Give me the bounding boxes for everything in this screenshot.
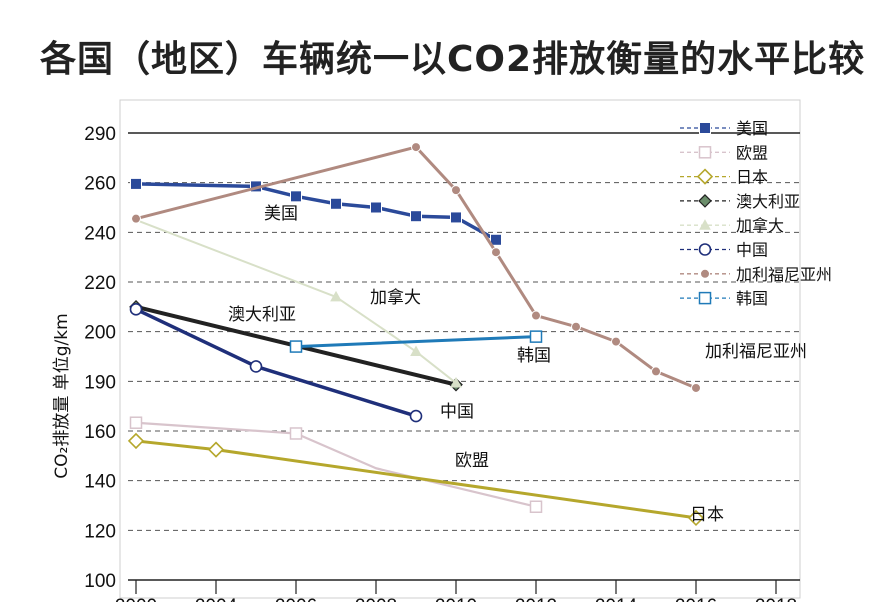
legend-swatch-marker (699, 219, 711, 230)
data-point (411, 142, 421, 153)
data-point (131, 213, 141, 224)
legend-item: 加利福尼亚州 (680, 265, 832, 284)
series-7 (289, 330, 543, 353)
x-tick-label: 2012 (515, 596, 557, 602)
legend-label: 韩国 (736, 289, 768, 308)
series-label: 韩国 (517, 346, 551, 366)
series-label: 中国 (440, 402, 474, 422)
data-point (451, 185, 461, 196)
series-line (134, 421, 538, 508)
data-point (691, 382, 701, 393)
data-point (450, 211, 462, 224)
data-point (450, 376, 462, 388)
series-line (134, 182, 498, 242)
x-tick-label: 2000 (115, 596, 157, 602)
series-4 (135, 218, 462, 388)
legend-item: 中国 (680, 241, 768, 260)
legend-item: 韩国 (680, 289, 768, 308)
series-label: 加利福尼亚州 (705, 342, 807, 362)
y-tick-label: 200 (84, 323, 116, 344)
data-point (611, 336, 621, 347)
data-point (409, 409, 423, 423)
legend-label: 美国 (736, 119, 768, 138)
series-2 (127, 432, 705, 527)
y-tick-label: 220 (84, 273, 116, 294)
legend-swatch-marker (698, 243, 712, 256)
legend-item: 日本 (680, 168, 768, 187)
x-tick-label: 2004 (195, 596, 238, 602)
legend-item: 欧盟 (680, 143, 768, 162)
legend-label: 加拿大 (736, 216, 784, 235)
legend-item: 澳大利亚 (680, 192, 800, 211)
series-0 (130, 177, 502, 246)
data-point (490, 233, 502, 246)
legend-label: 加利福尼亚州 (736, 265, 832, 284)
legend-label: 日本 (736, 168, 768, 187)
legend-label: 澳大利亚 (736, 192, 800, 211)
data-point (410, 210, 422, 223)
chart-title: 各国（地区）车辆统一以CO2排放衡量的水平比较 (40, 39, 866, 80)
series-label: 欧盟 (455, 451, 489, 471)
data-point (491, 247, 501, 258)
data-point (529, 330, 543, 343)
series-label: 澳大利亚 (228, 305, 296, 325)
y-tick-label: 160 (84, 422, 116, 443)
series-line (135, 218, 457, 384)
axes: 100 120 140 160 190 200 220 240 260 290 2000 2004 20… (84, 124, 797, 602)
x-tick-label: 2006 (275, 596, 317, 602)
data-point (529, 500, 543, 513)
y-tick-label: 140 (84, 472, 116, 493)
legend-label: 中国 (736, 241, 768, 260)
series-layer (127, 142, 705, 527)
series-5 (129, 303, 423, 423)
y-tick-label: 190 (84, 372, 116, 393)
y-tick-label: 240 (84, 223, 116, 244)
series-label: 日本 (690, 505, 724, 525)
legend-swatch-marker (698, 291, 712, 305)
data-point (687, 509, 705, 527)
data-point (207, 441, 225, 458)
data-point (370, 201, 382, 214)
x-tick-label: 2010 (435, 596, 477, 602)
data-point (249, 360, 263, 373)
legend-swatch-marker (698, 146, 712, 159)
x-tick-label: 2018 (755, 596, 797, 602)
series-label: 加拿大 (370, 287, 421, 308)
legend-swatch-marker (696, 168, 714, 185)
legend-swatch-marker (698, 194, 712, 208)
legend-swatch-marker (699, 122, 711, 134)
data-point (129, 416, 143, 429)
data-point (651, 366, 661, 377)
data-point (531, 310, 541, 321)
legend-label: 欧盟 (736, 143, 768, 162)
data-point (127, 432, 145, 450)
series-1 (129, 416, 543, 513)
y-tick-label: 100 (84, 571, 116, 592)
data-point (130, 177, 142, 190)
x-tick-label: 2016 (675, 596, 717, 602)
series-6 (131, 142, 701, 393)
data-point (330, 290, 342, 302)
data-point (571, 321, 581, 332)
data-point (290, 190, 302, 203)
data-point (410, 345, 422, 357)
legend-swatch-marker (700, 268, 710, 279)
series-line (294, 335, 538, 349)
y-tick-label: 260 (84, 174, 116, 195)
legend-item: 美国 (680, 119, 768, 138)
data-point (289, 427, 303, 440)
data-point (330, 197, 342, 210)
y-tick-label: 120 (84, 521, 116, 542)
x-tick-label: 2008 (355, 596, 397, 602)
y-tick-label: 290 (84, 124, 116, 145)
data-point (289, 340, 303, 353)
y-axis-label: CO₂排放量 单位g/km (52, 313, 72, 478)
data-point (129, 303, 143, 316)
series-label: 美国 (264, 204, 298, 224)
legend-item: 加拿大 (680, 216, 784, 235)
